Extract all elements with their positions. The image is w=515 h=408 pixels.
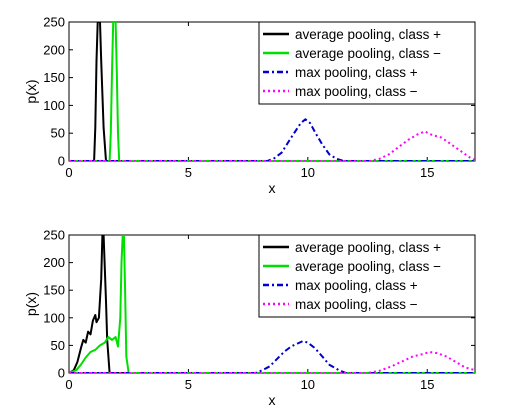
x-tick-label: 10 <box>301 377 315 392</box>
x-tick-label: 5 <box>185 377 192 392</box>
y-tick-label: 0 <box>58 366 65 381</box>
y-tick-label: 100 <box>43 310 65 325</box>
legend: average pooling, class + average pooling,… <box>258 21 476 105</box>
y-axis-label: p(x) <box>23 79 39 103</box>
series-line-1 <box>69 22 475 161</box>
y-tick-label: 250 <box>43 228 65 243</box>
legend-label-2: average pooling, class − <box>295 259 441 274</box>
series-line-3 <box>69 340 475 373</box>
y-tick-label: 200 <box>43 42 65 57</box>
series-line-2 <box>69 22 475 161</box>
series-line-2 <box>69 235 475 373</box>
legend-label-2: average pooling, class − <box>295 46 441 61</box>
legend: average pooling, class + average pooling,… <box>258 234 476 318</box>
x-axis-label: x <box>269 180 276 196</box>
legend-box <box>258 234 476 318</box>
x-tick-label: 15 <box>420 377 434 392</box>
legend-box <box>258 21 476 105</box>
y-tick-label: 200 <box>43 255 65 270</box>
legend-label-1: average pooling, class + <box>295 27 441 42</box>
series-line-3 <box>69 118 475 161</box>
y-tick-label: 150 <box>43 70 65 85</box>
x-tick-label: 15 <box>420 165 434 180</box>
y-tick-label: 100 <box>43 98 65 113</box>
y-tick-label: 250 <box>43 15 65 30</box>
y-axis-label: p(x) <box>23 292 39 316</box>
x-tick-label: 10 <box>301 165 315 180</box>
y-tick-label: 0 <box>58 154 65 169</box>
legend-label-3: max pooling, class + <box>295 278 418 293</box>
series-group <box>69 235 475 373</box>
series-line-4 <box>69 351 475 373</box>
y-tick-label: 50 <box>51 126 65 141</box>
y-tick-label: 50 <box>51 338 65 353</box>
series-line-1 <box>69 235 475 373</box>
legend-label-4: max pooling, class − <box>295 84 418 99</box>
series-group <box>69 22 475 161</box>
legend-label-4: max pooling, class − <box>295 297 418 312</box>
series-line-4 <box>69 130 475 161</box>
x-tick-label: 0 <box>65 165 72 180</box>
legend-label-1: average pooling, class + <box>295 240 441 255</box>
legend-label-3: max pooling, class + <box>295 65 418 80</box>
y-tick-label: 150 <box>43 283 65 298</box>
x-tick-label: 5 <box>185 165 192 180</box>
x-tick-label: 0 <box>65 377 72 392</box>
x-axis-label: x <box>269 392 276 408</box>
